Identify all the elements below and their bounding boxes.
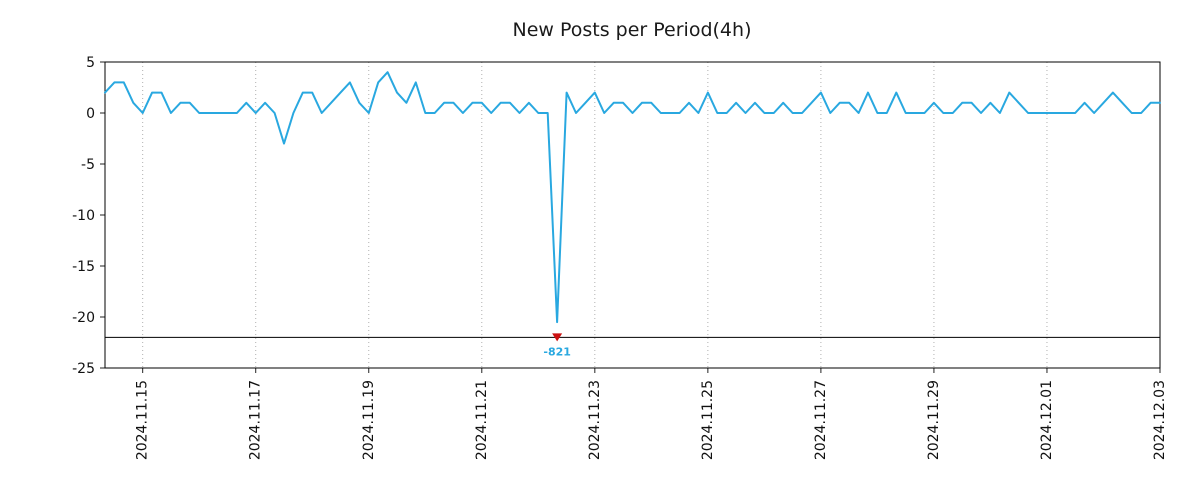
plot-border [104, 61, 1161, 369]
x-tick-label: 2024.11.23 [587, 380, 603, 460]
x-tick-label: 2024.11.21 [474, 380, 490, 460]
y-tick-label: 0 [86, 106, 95, 122]
y-tick-label: -20 [72, 310, 95, 326]
x-tick-label: 2024.12.01 [1039, 380, 1055, 460]
x-tick-label: 2024.11.15 [135, 380, 151, 460]
y-tick-label: -15 [72, 259, 95, 275]
chart-title: New Posts per Period(4h) [513, 19, 752, 41]
y-tick-label: -5 [81, 157, 95, 173]
y-tick-label: 5 [86, 55, 95, 71]
y-tick-label: -25 [72, 361, 95, 377]
y-tick-label: -10 [72, 208, 95, 224]
spike-marker-icon [552, 333, 563, 342]
plot-area: 2024.11.15 2024.11.17 2024.11.19 2024.11.21… [72, 55, 1168, 460]
spike-annotation-label: -821 [543, 345, 571, 358]
x-tick-label: 2024.11.29 [926, 380, 942, 460]
x-tick-label: 2024.11.27 [813, 380, 829, 460]
x-tick-label: 2024.12.03 [1152, 380, 1168, 460]
x-tick-label: 2024.11.19 [361, 380, 377, 460]
series-line [104, 71, 1161, 324]
x-tick-label: 2024.11.25 [700, 380, 716, 460]
x-tick-label: 2024.11.17 [248, 380, 264, 460]
